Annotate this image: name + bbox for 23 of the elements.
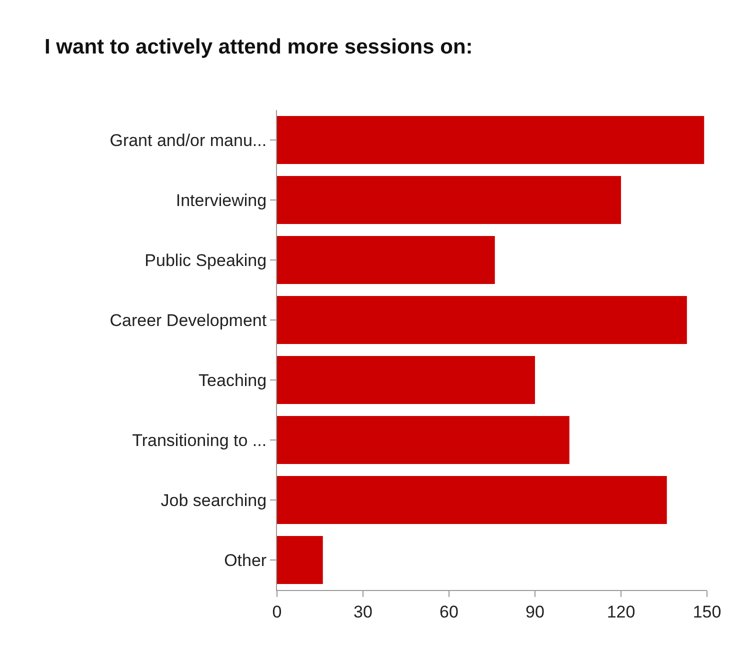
- bar: [277, 296, 687, 344]
- y-tick-label: Grant and/or manu...: [110, 130, 267, 150]
- x-tick-label: 60: [440, 602, 458, 622]
- y-tick-label: Teaching: [198, 370, 267, 390]
- y-tick-label: Transitioning to ...: [132, 430, 267, 450]
- x-tick-label: 150: [692, 602, 722, 622]
- y-tick-label: Job searching: [160, 490, 267, 510]
- x-tick-label: 0: [272, 602, 282, 622]
- x-tick-label: 120: [606, 602, 636, 622]
- bar: [277, 356, 535, 404]
- y-tick-label: Interviewing: [176, 190, 267, 210]
- chart-title: I want to actively attend more sessions on:: [44, 36, 473, 59]
- x-tick-label: 30: [354, 602, 372, 622]
- y-tick-label: Career Development: [110, 310, 267, 330]
- bar: [277, 176, 621, 224]
- bar: [277, 116, 704, 164]
- bar: [277, 476, 667, 524]
- x-tick-label: 90: [526, 602, 544, 622]
- bar: [277, 536, 323, 584]
- bar: [277, 416, 570, 464]
- y-tick-label: Public Speaking: [144, 250, 267, 270]
- bar: [277, 236, 495, 284]
- y-tick-label: Other: [224, 550, 267, 570]
